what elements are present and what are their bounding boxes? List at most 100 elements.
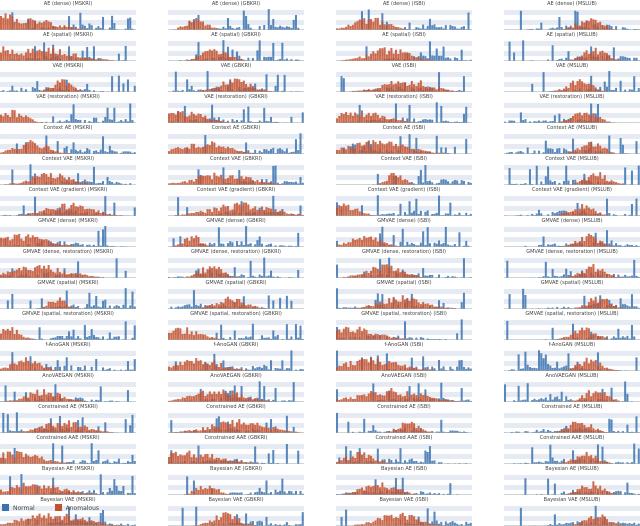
normal-bar bbox=[134, 359, 136, 371]
anomalous-bar bbox=[590, 267, 592, 278]
anomalous-bar bbox=[592, 237, 594, 247]
normal-bar bbox=[509, 168, 511, 185]
normal-bar bbox=[193, 290, 195, 309]
anomalous-bar bbox=[200, 392, 202, 402]
anomalous-bar bbox=[102, 212, 104, 216]
anomalous-bar bbox=[48, 265, 50, 278]
anomalous-bar bbox=[336, 150, 338, 154]
anomalous-bar bbox=[211, 362, 213, 371]
normal-bar bbox=[561, 392, 563, 402]
grid-band bbox=[0, 165, 136, 170]
anomalous-bar bbox=[579, 113, 581, 123]
anomalous-bar bbox=[34, 237, 36, 247]
anomalous-bar bbox=[11, 272, 13, 278]
normal-bar bbox=[245, 226, 247, 247]
anomalous-bar bbox=[406, 274, 408, 278]
normal-bar bbox=[109, 119, 111, 123]
anomalous-bar bbox=[413, 299, 415, 309]
anomalous-bar bbox=[29, 18, 31, 30]
anomalous-bar bbox=[393, 271, 395, 278]
normal-bar bbox=[229, 241, 231, 247]
normal-bar bbox=[122, 83, 124, 92]
normal-bar bbox=[88, 24, 90, 30]
normal-bar bbox=[82, 460, 84, 464]
anomalous-bar bbox=[45, 367, 47, 371]
normal-bar bbox=[436, 102, 438, 123]
anomalous-bar bbox=[222, 82, 224, 92]
normal-bar bbox=[263, 108, 265, 123]
anomalous-bar bbox=[234, 427, 236, 433]
anomalous-bar bbox=[95, 212, 97, 216]
anomalous-bar bbox=[14, 235, 16, 247]
anomalous-bar bbox=[604, 53, 606, 61]
anomalous-bar bbox=[84, 209, 86, 216]
anomalous-bar bbox=[168, 333, 170, 340]
anomalous-bar bbox=[18, 452, 20, 464]
histogram-panel: AnoVAEGAN (MSKRI) bbox=[0, 372, 136, 402]
anomalous-bar bbox=[393, 362, 395, 371]
anomalous-bar bbox=[399, 394, 401, 402]
normal-bar bbox=[275, 166, 277, 185]
anomalous-bar bbox=[601, 394, 603, 402]
histogram-plot bbox=[168, 101, 304, 123]
anomalous-bar bbox=[577, 25, 579, 30]
normal-bar bbox=[549, 148, 551, 154]
anomalous-bar bbox=[388, 51, 390, 61]
anomalous-bar bbox=[359, 211, 361, 216]
normal-bar bbox=[506, 261, 508, 278]
anomalous-bar bbox=[220, 394, 222, 402]
anomalous-bar bbox=[379, 271, 381, 278]
anomalous-bar bbox=[583, 273, 585, 278]
anomalous-bar bbox=[188, 21, 190, 30]
anomalous-bar bbox=[402, 82, 404, 92]
anomalous-bar bbox=[402, 53, 404, 61]
normal-bar bbox=[631, 325, 633, 340]
anomalous-bar bbox=[50, 460, 52, 464]
normal-bar bbox=[543, 358, 545, 371]
panel-title: GMVAE (spatial) (MSKRI) bbox=[0, 279, 136, 287]
grid-band bbox=[168, 134, 304, 139]
histogram-panel: AE (dense) (MSLUB) bbox=[504, 0, 640, 30]
anomalous-bar bbox=[54, 273, 56, 278]
anomalous-bar bbox=[350, 397, 352, 402]
anomalous-bar bbox=[14, 110, 16, 123]
normal-bar bbox=[263, 57, 265, 61]
anomalous-bar bbox=[361, 20, 363, 30]
anomalous-bar bbox=[352, 116, 354, 123]
anomalous-bar bbox=[39, 239, 41, 247]
anomalous-bar bbox=[2, 238, 4, 247]
anomalous-bar bbox=[608, 396, 610, 402]
anomalous-bar bbox=[193, 363, 195, 371]
normal-bar bbox=[275, 86, 277, 92]
anomalous-bar bbox=[345, 327, 347, 340]
grid-band bbox=[504, 20, 640, 25]
anomalous-bar bbox=[597, 23, 599, 30]
anomalous-bar bbox=[48, 423, 50, 433]
normal-bar bbox=[549, 394, 551, 402]
grid-band bbox=[168, 361, 304, 366]
anomalous-bar bbox=[213, 142, 215, 154]
anomalous-bar bbox=[182, 111, 184, 123]
normal-bar bbox=[440, 420, 442, 433]
normal-bar bbox=[88, 293, 90, 309]
anomalous-bar bbox=[9, 452, 11, 464]
anomalous-bar bbox=[365, 396, 367, 402]
anomalous-bar bbox=[184, 181, 186, 185]
anomalous-bar bbox=[238, 204, 240, 216]
normal-bar bbox=[556, 149, 558, 154]
normal-bar bbox=[52, 116, 54, 123]
anomalous-bar bbox=[588, 54, 590, 61]
normal-bar bbox=[443, 366, 445, 371]
anomalous-bar bbox=[2, 452, 4, 464]
anomalous-bar bbox=[207, 394, 209, 402]
grid-band bbox=[168, 268, 304, 273]
normal-bar bbox=[129, 18, 131, 30]
anomalous-bar bbox=[195, 18, 197, 30]
histogram-plot bbox=[336, 132, 472, 154]
anomalous-bar bbox=[222, 421, 224, 433]
panel-title: VAE (GBKRI) bbox=[168, 62, 304, 70]
grid-band bbox=[504, 41, 640, 46]
anomalous-bar bbox=[381, 243, 383, 247]
normal-bar bbox=[456, 367, 458, 371]
anomalous-bar bbox=[343, 148, 345, 154]
